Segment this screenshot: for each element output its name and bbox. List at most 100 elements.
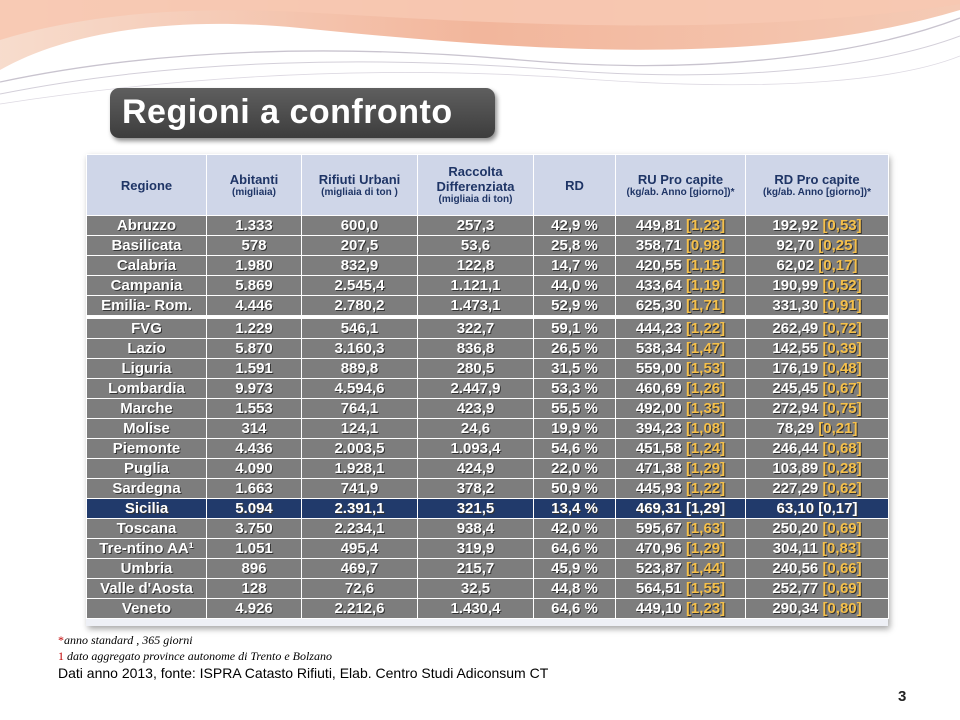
cell-rd-pro-capite-value: 192,92 (772, 217, 818, 234)
cell-rd-pro-capite-daily: [0,48] (822, 360, 861, 377)
cell-raccolta-differenziata: 2.447,9 (418, 379, 534, 399)
cell-rd-pro-capite-value: 190,99 (772, 277, 818, 294)
cell-raccolta-differenziata: 1.430,4 (418, 599, 534, 619)
cell-ru-pro-capite-value: 449,81 (636, 217, 682, 234)
cell-rd-pro-capite-value: 62,02 (777, 257, 815, 274)
cell-ru-pro-capite-value: 420,55 (636, 257, 682, 274)
cell-raccolta-differenziata: 122,8 (418, 256, 534, 276)
table-row: Veneto 4.926 2.212,6 1.430,4 64,6 % 449,10 [1… (87, 599, 889, 619)
cell-rd-pro-capite-value: 272,94 (772, 400, 818, 417)
cell-raccolta-differenziata: 424,9 (418, 459, 534, 479)
cell-rifiuti-urbani: 889,8 (302, 359, 418, 379)
cell-rd-pro-capite-value: 250,20 (772, 520, 818, 537)
cell-rd-pro-capite-value: 142,55 (772, 340, 818, 357)
cell-ru-pro-capite-value: 523,87 (636, 560, 682, 577)
cell-rd-pro-capite-daily: [0,28] (822, 460, 861, 477)
cell-rd-pro-capite: 252,77 [0,69] (746, 579, 889, 599)
cell-rd-pro-capite-value: 240,56 (772, 560, 818, 577)
cell-ru-pro-capite-daily: [1,47] (686, 340, 725, 357)
cell-regione: Sicilia (87, 499, 207, 519)
cell-rifiuti-urbani: 72,6 (302, 579, 418, 599)
cell-ru-pro-capite-daily: [1,29] (686, 500, 725, 517)
cell-rd-pro-capite-value: 252,77 (772, 580, 818, 597)
cell-rd-pro-capite: 240,56 [0,66] (746, 559, 889, 579)
cell-rifiuti-urbani: 3.160,3 (302, 339, 418, 359)
cell-raccolta-differenziata: 1.121,1 (418, 276, 534, 296)
cell-abitanti: 4.090 (207, 459, 302, 479)
cell-rd-pro-capite-daily: [0,91] (822, 297, 861, 314)
cell-abitanti: 1.663 (207, 479, 302, 499)
cell-ru-pro-capite-daily: [1,23] (686, 600, 725, 617)
cell-rifiuti-urbani: 495,4 (302, 539, 418, 559)
cell-regione: Toscana (87, 519, 207, 539)
cell-rd: 22,0 % (534, 459, 616, 479)
cell-ru-pro-capite: 420,55 [1,15] (616, 256, 746, 276)
cell-ru-pro-capite: 523,87 [1,44] (616, 559, 746, 579)
cell-raccolta-differenziata: 836,8 (418, 339, 534, 359)
cell-rd-pro-capite-value: 304,11 (773, 540, 818, 557)
cell-rifiuti-urbani: 2.545,4 (302, 276, 418, 296)
cell-rd-pro-capite-daily: [0,52] (822, 277, 861, 294)
cell-regione: Marche (87, 399, 207, 419)
cell-ru-pro-capite: 451,58 [1,24] (616, 439, 746, 459)
comparison-table: Regione Abitanti (migliaia) Rifiuti Urban… (86, 154, 889, 619)
cell-ru-pro-capite-value: 469,31 (636, 500, 682, 517)
cell-ru-pro-capite: 470,96 [1,29] (616, 539, 746, 559)
table-row: Basilicata 578 207,5 53,6 25,8 % 358,71 [0,98… (87, 236, 889, 256)
table-body: Abruzzo 1.333 600,0 257,3 42,9 % 449,81 [1,23… (87, 216, 889, 619)
table-row: Abruzzo 1.333 600,0 257,3 42,9 % 449,81 [1,23… (87, 216, 889, 236)
cell-ru-pro-capite-value: 595,67 (636, 520, 682, 537)
cell-rd-pro-capite-daily: [0,83] (822, 540, 861, 557)
cell-regione: Piemonte (87, 439, 207, 459)
cell-ru-pro-capite: 449,10 [1,23] (616, 599, 746, 619)
cell-ru-pro-capite-value: 625,30 (636, 297, 682, 314)
cell-abitanti: 5.094 (207, 499, 302, 519)
cell-rd-pro-capite: 246,44 [0,68] (746, 439, 889, 459)
cell-ru-pro-capite: 449,81 [1,23] (616, 216, 746, 236)
cell-rifiuti-urbani: 4.594,6 (302, 379, 418, 399)
cell-rd: 25,8 % (534, 236, 616, 256)
table-row: Campania 5.869 2.545,4 1.121,1 44,0 % 433,64 … (87, 276, 889, 296)
cell-rd: 45,9 % (534, 559, 616, 579)
cell-raccolta-differenziata: 215,7 (418, 559, 534, 579)
cell-abitanti: 9.973 (207, 379, 302, 399)
table-row: Lazio 5.870 3.160,3 836,8 26,5 % 538,34 [1,47… (87, 339, 889, 359)
footnote-one-mark: 1 (58, 649, 64, 663)
cell-rd-pro-capite: 142,55 [0,39] (746, 339, 889, 359)
cell-rd-pro-capite: 272,94 [0,75] (746, 399, 889, 419)
cell-ru-pro-capite-value: 492,00 (636, 400, 682, 417)
table-row: Emilia- Rom. 4.446 2.780,2 1.473,1 52,9 % 625… (87, 296, 889, 318)
footnote-trentino: 1 dato aggregato province autonome di Tr… (58, 648, 758, 664)
cell-rifiuti-urbani: 124,1 (302, 419, 418, 439)
cell-rd-pro-capite-value: 227,29 (772, 480, 818, 497)
table-row: Liguria 1.591 889,8 280,5 31,5 % 559,00 [1,53… (87, 359, 889, 379)
cell-regione: Molise (87, 419, 207, 439)
cell-rd-pro-capite: 103,89 [0,28] (746, 459, 889, 479)
cell-ru-pro-capite: 444,23 [1,22] (616, 317, 746, 339)
cell-rd-pro-capite-daily: [0,67] (822, 380, 861, 397)
cell-raccolta-differenziata: 24,6 (418, 419, 534, 439)
cell-abitanti: 578 (207, 236, 302, 256)
cell-rifiuti-urbani: 2.003,5 (302, 439, 418, 459)
comparison-table-container: Regione Abitanti (migliaia) Rifiuti Urban… (86, 154, 888, 626)
cell-rifiuti-urbani: 2.212,6 (302, 599, 418, 619)
cell-ru-pro-capite: 469,31 [1,29] (616, 499, 746, 519)
cell-regione: Sardegna (87, 479, 207, 499)
cell-ru-pro-capite-daily: [1,71] (686, 297, 725, 314)
cell-rd-pro-capite: 245,45 [0,67] (746, 379, 889, 399)
cell-ru-pro-capite-daily: [1,08] (686, 420, 725, 437)
table-row: Marche 1.553 764,1 423,9 55,5 % 492,00 [1,35]… (87, 399, 889, 419)
cell-rd-pro-capite-daily: [0,72] (822, 320, 861, 337)
cell-ru-pro-capite-daily: [1,29] (686, 540, 725, 557)
cell-rifiuti-urbani: 2.780,2 (302, 296, 418, 318)
cell-ru-pro-capite-daily: [1,44] (686, 560, 725, 577)
cell-raccolta-differenziata: 423,9 (418, 399, 534, 419)
cell-rifiuti-urbani: 546,1 (302, 317, 418, 339)
cell-ru-pro-capite-daily: [1,35] (686, 400, 725, 417)
cell-rd-pro-capite-value: 63,10 (777, 500, 815, 517)
cell-rd-pro-capite: 262,49 [0,72] (746, 317, 889, 339)
cell-rifiuti-urbani: 469,7 (302, 559, 418, 579)
cell-rd-pro-capite: 290,34 [0,80] (746, 599, 889, 619)
cell-rifiuti-urbani: 832,9 (302, 256, 418, 276)
cell-rd: 64,6 % (534, 599, 616, 619)
